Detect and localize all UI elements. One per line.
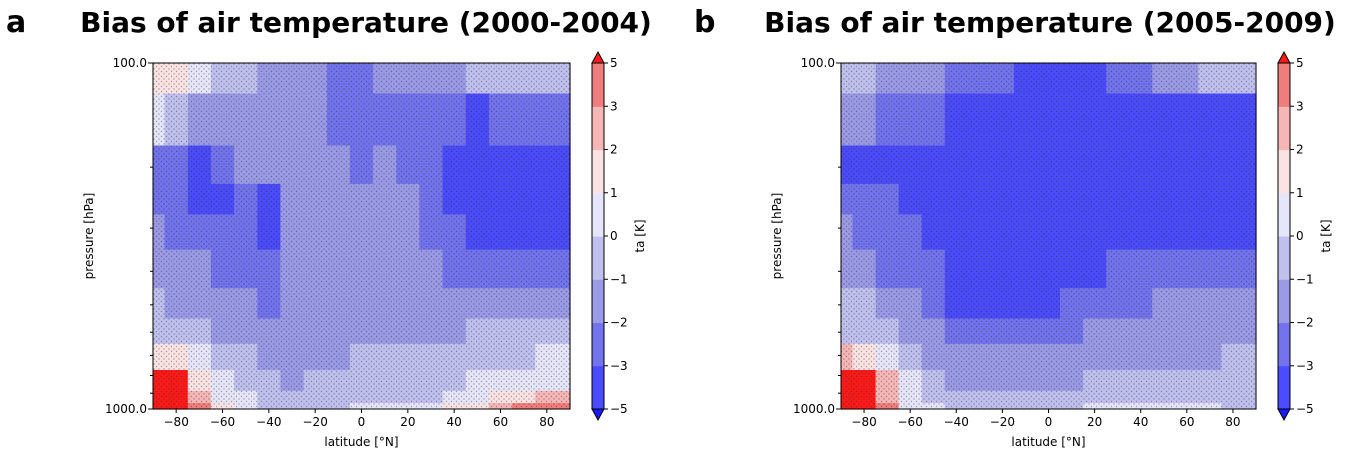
panel-b-y-tick-label: 100.0	[801, 56, 835, 70]
panel-a-colorbar-band	[592, 63, 604, 107]
panel-a-colorbar-tick-label: −5	[610, 402, 628, 416]
panel-a-colorbar-tick-label: −3	[610, 359, 628, 373]
panel-b-colorbar-band	[1278, 236, 1290, 280]
panel-b-colorbar-band	[1278, 279, 1290, 324]
panel-a-colorbar-band	[592, 279, 604, 324]
panel-b-x-tick-label: −80	[851, 415, 876, 429]
panel-a-x-tick-label: −80	[164, 415, 189, 429]
panel-b-x-tick-label: −20	[990, 415, 1015, 429]
panel-a-stippling	[153, 63, 570, 409]
panel-b-colorbar-tick-label: −5	[1296, 402, 1314, 416]
panel-b-x-tick-label: −40	[944, 415, 969, 429]
panel-b-colorbar-tick-label: −2	[1296, 316, 1314, 330]
panel-a-title: Bias of air temperature (2000-2004)	[80, 6, 652, 39]
panel-b-colorbar-band	[1278, 365, 1290, 410]
panel-a-colorbar-min-extension	[591, 408, 605, 422]
panel-a-x-tick-label: −40	[256, 415, 281, 429]
panel-a-colorbar-tick-label: 3	[610, 99, 618, 113]
panel-a-colorbar-label: ta [K]	[633, 219, 647, 252]
panel-a-colorbar-tick-label: −2	[610, 316, 628, 330]
panel-b-x-tick-label: −60	[898, 415, 923, 429]
panel-b-colorbar-band	[1278, 63, 1290, 107]
panel-a-x-tick-label: −20	[303, 415, 328, 429]
panel-b-colorbar-tick-label: −1	[1296, 272, 1314, 286]
panel-a-y-axis-label: pressure [hPa]	[82, 193, 96, 280]
panel-b-title: Bias of air temperature (2005-2009)	[764, 6, 1336, 39]
panel-b-plot-area	[840, 62, 1257, 410]
panel-b-colorbar-tick-label: 2	[1296, 143, 1304, 157]
panel-b-x-axis-label: latitude [°N]	[1011, 435, 1085, 449]
panel-b-colorbar-tick-label: 5	[1296, 56, 1304, 70]
panel-a-x-axis: −80 −60 −40 −20 0 20 40 60 80	[164, 409, 554, 429]
panel-a-colorbar-tick-label: 1	[610, 186, 618, 200]
panel-b-colorbar-band	[1278, 149, 1290, 194]
panel-b-y-axis: 100.0 1000.0	[793, 56, 841, 416]
panel-b-colorbar-tick-label: −3	[1296, 359, 1314, 373]
panel-b-y-axis-label: pressure [hPa]	[770, 193, 784, 280]
panel-b-colorbar-band	[1278, 192, 1290, 237]
panel-a-letter: a	[6, 5, 26, 40]
panel-b-x-tick-label: 60	[1179, 415, 1194, 429]
panel-a-colorbar-tick-label: 5	[610, 56, 618, 70]
panel-a-colorbar-max-extension	[591, 50, 605, 64]
panel-b-colorbar-band	[1278, 322, 1290, 367]
panel-a-colorbar-band	[592, 236, 604, 280]
panel-b-x-tick-label: 20	[1087, 415, 1102, 429]
panel-a-colorbar-tick-label: 2	[610, 143, 618, 157]
panel-a-y-tick-label: 100.0	[113, 56, 147, 70]
panel-b-stippling	[841, 63, 1256, 409]
panel-b: b Bias of air temperature (2005-2009) −8…	[694, 5, 1336, 449]
panel-a-x-axis-label: latitude [°N]	[324, 435, 398, 449]
panel-b-colorbar-min-extension	[1277, 408, 1291, 422]
panel-b-colorbar: 5 3 2 1 0 −1 −2 −3 −5	[1277, 50, 1314, 422]
panel-a-plot-area	[152, 62, 571, 410]
panel-a-colorbar-band	[592, 322, 604, 367]
panel-b-colorbar-band	[1278, 106, 1290, 151]
panel-a-y-tick-label: 1000.0	[105, 402, 147, 416]
panel-a-x-tick-label: −60	[210, 415, 235, 429]
panel-b-colorbar-tick-label: 1	[1296, 186, 1304, 200]
panel-a-y-axis: 100.0 1000.0	[105, 56, 153, 416]
panel-a-x-tick-label: 40	[447, 415, 462, 429]
panel-b-x-tick-label: 80	[1225, 415, 1240, 429]
panel-b-x-axis: −80 −60 −40 −20 0 20 40 60 80	[851, 409, 1241, 429]
panel-a-colorbar-tick-label: 0	[610, 229, 618, 243]
panel-a-colorbar: 5 3 2 1 0 −1 −2 −3 −5	[591, 50, 628, 422]
panel-b-colorbar-tick-label: 3	[1296, 99, 1304, 113]
panel-a-colorbar-tick-label: −1	[610, 272, 628, 286]
panel-b-x-tick-label: 0	[1045, 415, 1053, 429]
panel-a: a Bias of air temperature (2000-2004) −8…	[6, 5, 652, 449]
panel-b-x-tick-label: 40	[1133, 415, 1148, 429]
panel-b-y-tick-label: 1000.0	[793, 402, 835, 416]
panel-a-x-tick-label: 0	[358, 415, 366, 429]
panel-a-x-tick-label: 20	[400, 415, 415, 429]
panel-b-colorbar-max-extension	[1277, 50, 1291, 64]
panel-a-x-tick-label: 80	[539, 415, 554, 429]
panel-b-colorbar-tick-label: 0	[1296, 229, 1304, 243]
panel-a-colorbar-band	[592, 106, 604, 151]
panel-a-x-tick-label: 60	[493, 415, 508, 429]
panel-b-letter: b	[694, 5, 715, 40]
panel-b-colorbar-label: ta [K]	[1319, 219, 1333, 252]
panel-a-colorbar-band	[592, 149, 604, 194]
panel-a-colorbar-band	[592, 365, 604, 410]
panel-a-colorbar-band	[592, 192, 604, 237]
